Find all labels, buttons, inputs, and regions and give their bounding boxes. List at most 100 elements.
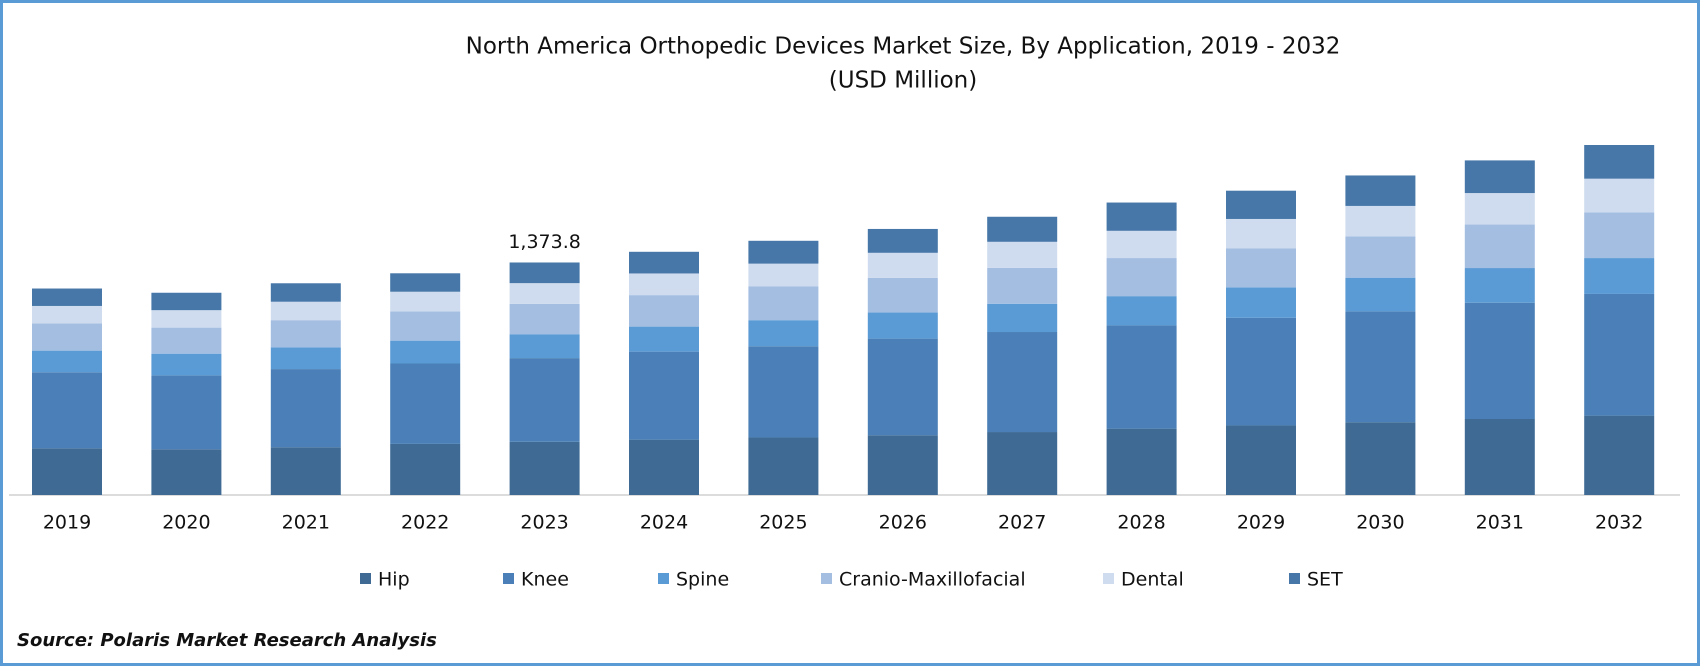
bar-segment (1464, 268, 1535, 303)
legend-swatch (503, 573, 514, 584)
bar-segment (1345, 205, 1416, 237)
bar-segment (867, 228, 938, 253)
bar-segment (509, 303, 580, 335)
bar-segment (151, 327, 222, 354)
bar-segment (629, 439, 699, 495)
total-label: 1,373.8 (508, 231, 581, 253)
bar-segment (1584, 178, 1655, 213)
bar-segment (270, 283, 341, 302)
bar-segment (1226, 425, 1296, 495)
bar-segment (32, 323, 102, 351)
legend-swatch (1289, 573, 1300, 584)
bar-segment (867, 312, 938, 339)
bar-segment (867, 277, 938, 313)
bar-segment (629, 295, 699, 327)
bar-segment (1226, 218, 1296, 249)
bar-segment (390, 340, 461, 364)
bar-segment (270, 369, 341, 448)
bar-segment (987, 241, 1058, 268)
bar-segment (32, 305, 102, 324)
bar-segment (509, 334, 580, 359)
x-tick-label: 2031 (1476, 512, 1524, 534)
bar-segment (1106, 428, 1177, 495)
bar-segment (1106, 296, 1177, 326)
x-tick-label: 2026 (879, 512, 927, 534)
bar-segment (1584, 258, 1655, 294)
bar-segment (32, 448, 102, 495)
bar-segment (987, 267, 1058, 304)
legend-swatch (1103, 573, 1114, 584)
bar-segment (151, 310, 222, 328)
bar-segment (629, 351, 699, 440)
bar-segment (1464, 160, 1535, 194)
bar-segment (270, 447, 341, 495)
bar-segment (748, 320, 819, 347)
bar-segment (1464, 193, 1535, 225)
bar-segment (270, 301, 341, 321)
bar-segment (867, 338, 938, 436)
bar-segment (32, 288, 102, 306)
legend-swatch (821, 573, 832, 584)
bar-segment (32, 372, 102, 449)
bar-segment (1584, 145, 1655, 179)
x-tick-label: 2022 (401, 512, 449, 534)
bar-segment (1106, 202, 1177, 231)
bar-segment (509, 283, 580, 304)
bar-segment (1345, 175, 1416, 206)
bar-segment (748, 240, 819, 264)
bar-segment (629, 251, 699, 274)
bar-segment (1345, 236, 1416, 278)
x-tick-label: 2024 (640, 512, 688, 534)
bar-segment (867, 252, 938, 278)
bar-segment (151, 353, 222, 376)
bar-segment (1106, 325, 1177, 429)
bar-segment (390, 311, 461, 341)
bar-segment (1106, 258, 1177, 297)
bar-segment (987, 216, 1058, 242)
bar-segment (629, 326, 699, 352)
legend-label: Dental (1121, 569, 1184, 591)
bar-segment (151, 375, 222, 450)
bar-segment (987, 432, 1058, 495)
bar-segment (151, 449, 222, 495)
bar-segment (270, 347, 341, 370)
bar-segment (748, 263, 819, 287)
x-tick-label: 2030 (1356, 512, 1404, 534)
bar-segment (390, 363, 461, 444)
bar-segment (987, 303, 1058, 333)
legend-label: SET (1307, 569, 1343, 591)
bar-segment (32, 350, 102, 373)
bar-segment (748, 437, 819, 495)
x-tick-label: 2029 (1237, 512, 1285, 534)
bar-segment (390, 273, 461, 292)
legend-swatch (658, 573, 669, 584)
bar-segment (151, 292, 222, 311)
bar-segment (390, 291, 461, 312)
bar-segment (1584, 212, 1655, 259)
bar-segment (748, 346, 819, 438)
chart-subtitle: (USD Million) (829, 68, 977, 94)
bar-segment (1464, 224, 1535, 269)
bar-segment (1226, 190, 1296, 219)
legend-label: Cranio-Maxillofacial (839, 569, 1026, 591)
x-tick-label: 2025 (759, 512, 807, 534)
x-tick-label: 2019 (43, 512, 91, 534)
bar-segment (1464, 302, 1535, 420)
x-tick-label: 2020 (162, 512, 210, 534)
bar-segment (509, 441, 580, 495)
bar-segment (1226, 248, 1296, 288)
bar-segment (509, 358, 580, 442)
bar-segment (1464, 419, 1535, 495)
bar-segment (1345, 311, 1416, 423)
bar-segment (390, 443, 461, 495)
x-tick-label: 2023 (520, 512, 568, 534)
legend-swatch (360, 573, 371, 584)
bar-segment (509, 262, 580, 284)
bar-segment (987, 332, 1058, 433)
x-tick-label: 2028 (1117, 512, 1165, 534)
legend-label: Spine (676, 569, 729, 591)
legend-label: Hip (378, 569, 410, 591)
bar-segment (1106, 230, 1177, 259)
